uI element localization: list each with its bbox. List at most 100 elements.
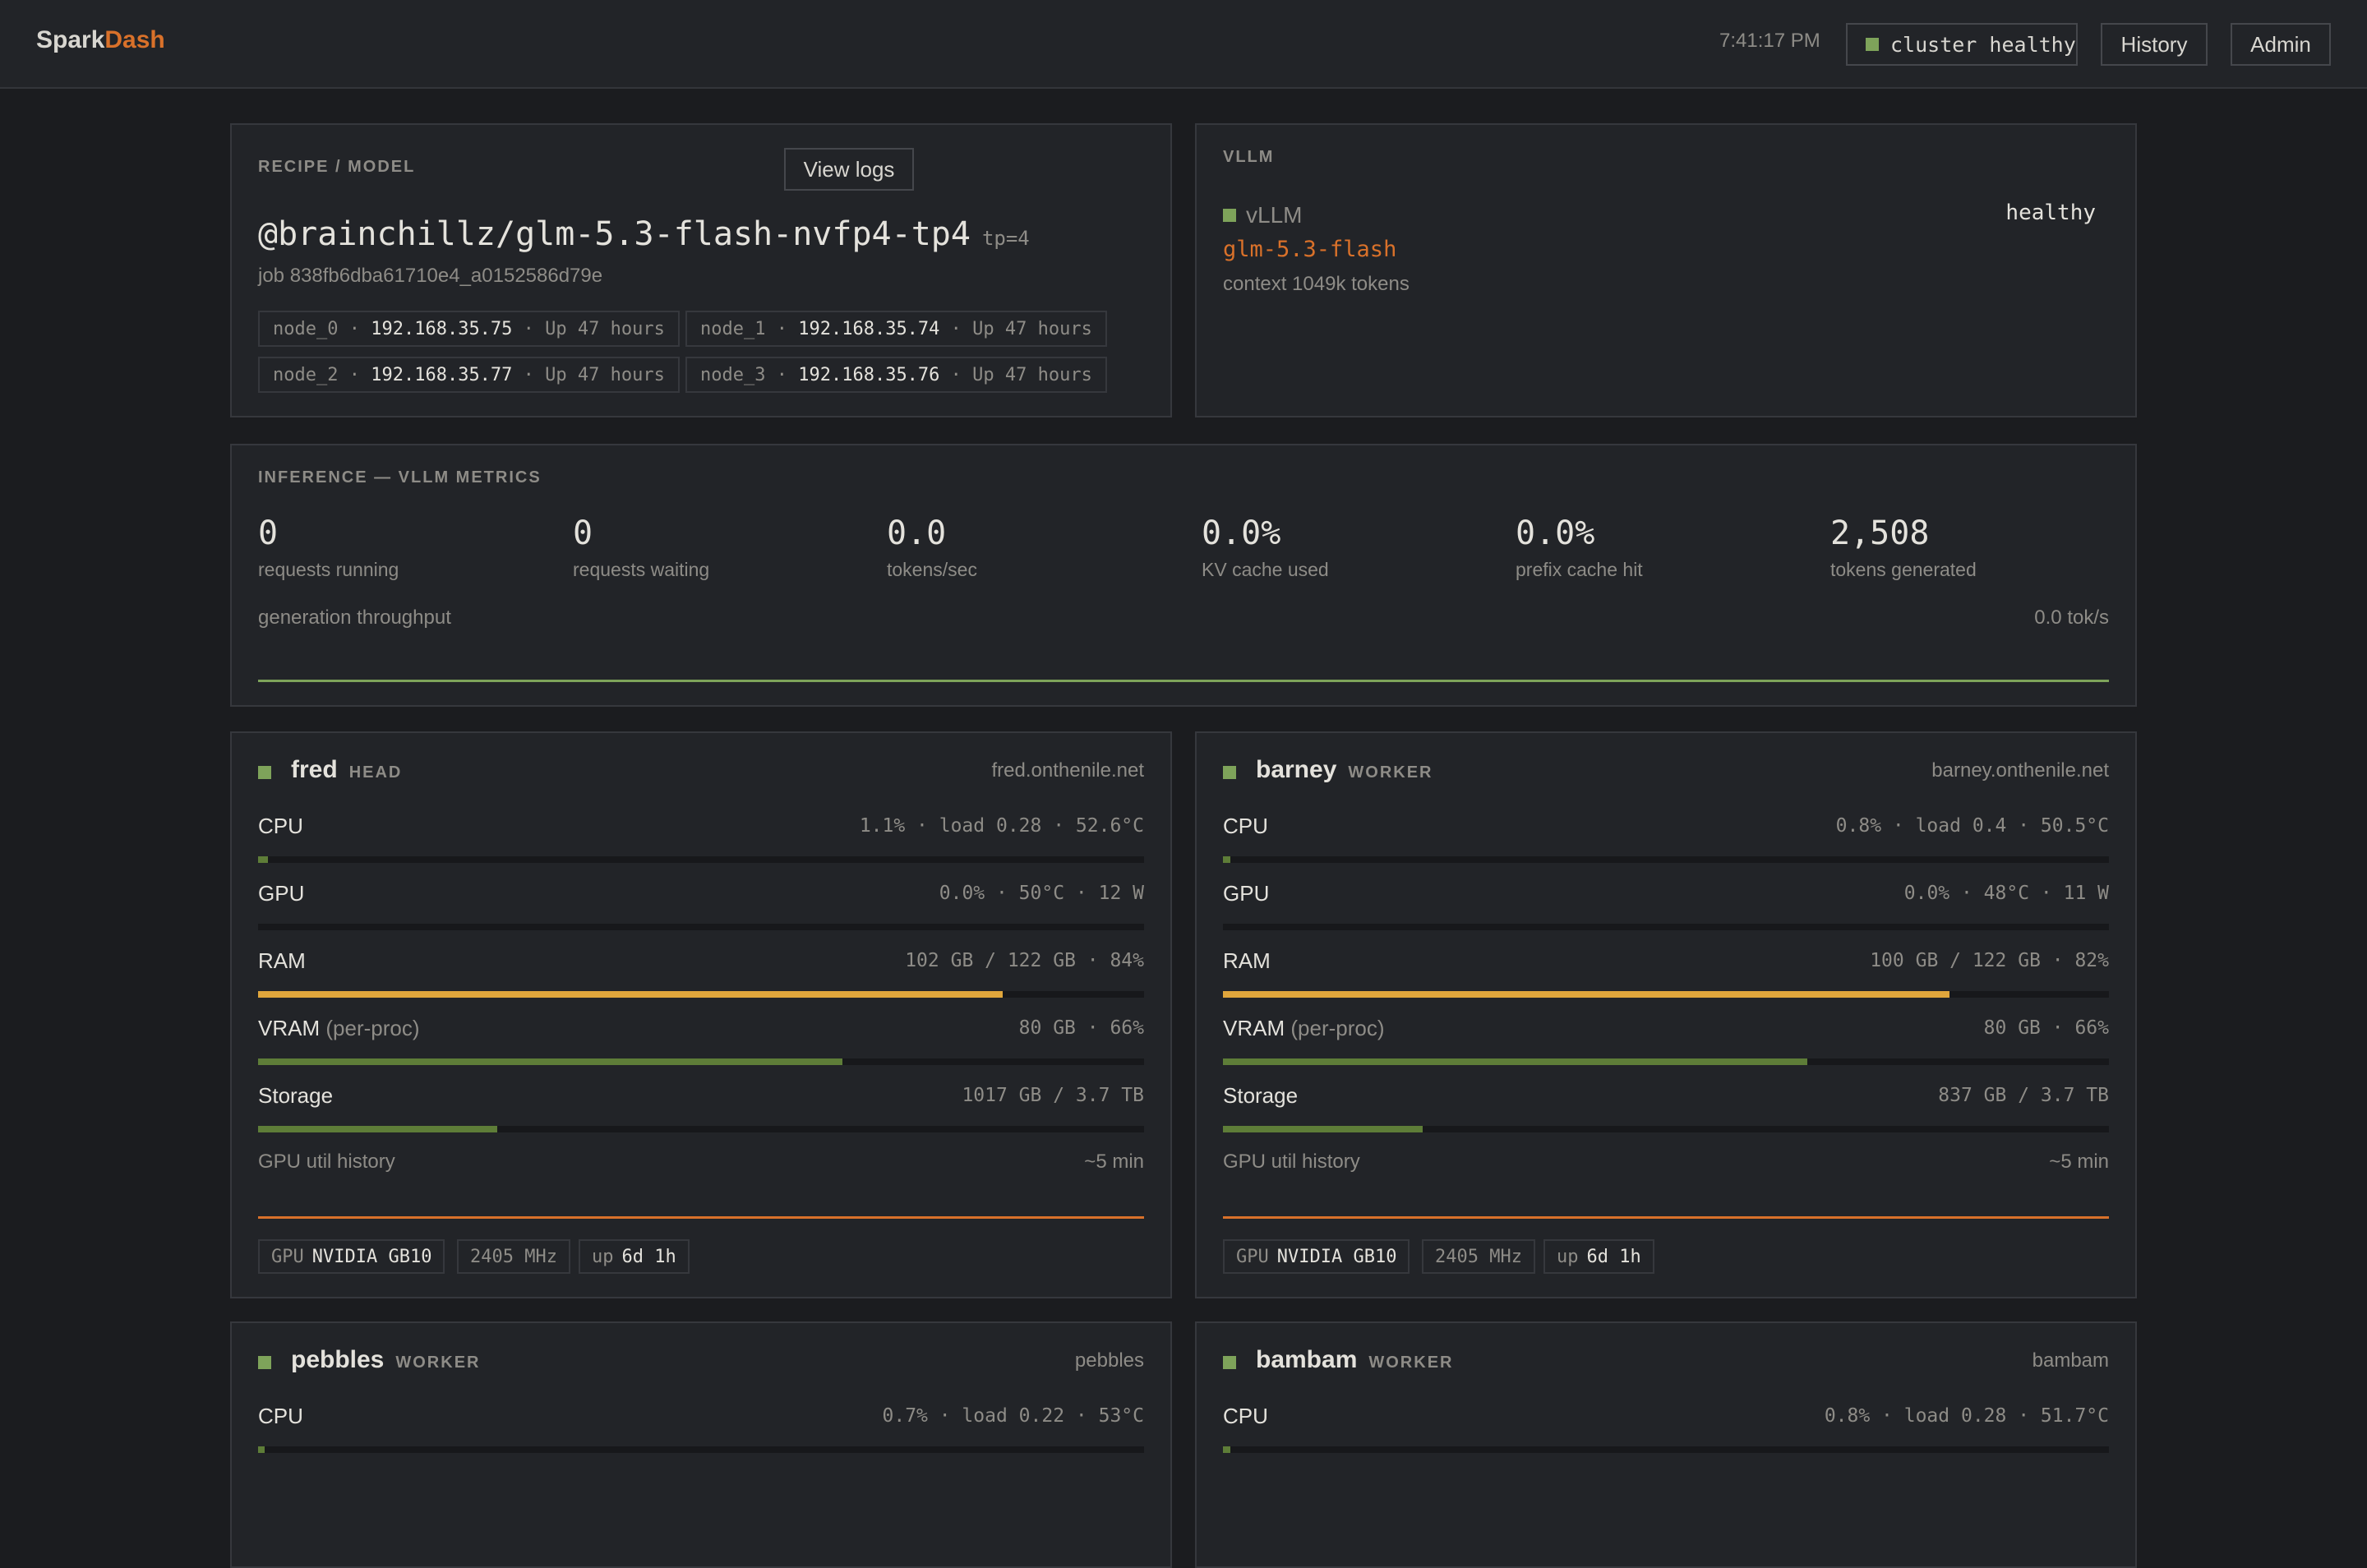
node-name: node_3 bbox=[700, 364, 766, 385]
vllm-model-name: glm-5.3-flash bbox=[1223, 237, 1397, 262]
gpu-history-label: GPU util history bbox=[258, 1151, 395, 1173]
host-role-badge: WORKER bbox=[1368, 1354, 1454, 1372]
host-address: bambam bbox=[2032, 1349, 2109, 1372]
separator: · bbox=[523, 318, 534, 339]
vram-usage-fill bbox=[1223, 1058, 1808, 1065]
host-name: barney bbox=[1256, 756, 1337, 783]
metric-label: KV cache used bbox=[1202, 559, 1329, 580]
vllm-engine-label: vLLM bbox=[1246, 202, 1303, 228]
host-name-row: bambam WORKER bbox=[1256, 1346, 1453, 1374]
host-name-row: pebbles WORKER bbox=[291, 1346, 480, 1374]
ram-usage-fill bbox=[258, 991, 1003, 998]
cpu-usage-bar bbox=[258, 1446, 1144, 1453]
storage-usage-fill bbox=[1223, 1126, 1423, 1132]
brand-text-spark: Spark bbox=[36, 26, 105, 53]
metric-label: requests waiting bbox=[573, 559, 710, 580]
cpu-usage-bar bbox=[1223, 1446, 2109, 1453]
throughput-label: generation throughput bbox=[258, 606, 451, 629]
gpu-history-sparkline bbox=[258, 1216, 1144, 1219]
storage-value: 1017 GB / 3.7 TB bbox=[962, 1085, 1144, 1106]
cpu-usage-fill bbox=[1223, 1446, 1230, 1453]
ram-label: RAM bbox=[1223, 948, 1271, 974]
gpu-label-text: GPU bbox=[1223, 881, 1270, 906]
uptime-chip-value: 6d 1h bbox=[621, 1246, 676, 1267]
node-uptime: Up 47 hours bbox=[545, 364, 665, 385]
storage-value: 837 GB / 3.7 TB bbox=[1938, 1085, 2109, 1106]
host-role-badge: WORKER bbox=[1348, 763, 1433, 782]
cpu-usage-fill bbox=[258, 856, 268, 863]
uptime-chip-prefix: up bbox=[1557, 1246, 1579, 1267]
storage-label: Storage bbox=[258, 1083, 333, 1109]
host-name: pebbles bbox=[291, 1346, 385, 1373]
gpu-clock-chip: 2405 MHz bbox=[1422, 1239, 1535, 1274]
cpu-label-text: CPU bbox=[258, 814, 303, 838]
host-card bbox=[230, 731, 1172, 1298]
inference-metrics-card bbox=[230, 444, 2137, 707]
admin-button[interactable]: Admin bbox=[2231, 23, 2331, 66]
host-role-badge: HEAD bbox=[348, 763, 403, 782]
vram-value: 80 GB · 66% bbox=[1983, 1017, 2109, 1039]
cpu-label-text: CPU bbox=[1223, 1404, 1268, 1428]
ram-value: 100 GB / 122 GB · 82% bbox=[1870, 950, 2109, 971]
storage-usage-bar bbox=[1223, 1126, 2109, 1132]
gpu-label-text: GPU bbox=[258, 881, 305, 906]
gpu-label: GPU bbox=[258, 881, 304, 906]
vram-label-sub: (per-proc) bbox=[1290, 1016, 1385, 1040]
vllm-context-size: context 1049k tokens bbox=[1223, 273, 1410, 295]
uptime-chip-prefix: up bbox=[592, 1246, 614, 1267]
history-button[interactable]: History bbox=[2101, 23, 2208, 66]
node-name: node_2 bbox=[273, 364, 339, 385]
view-logs-button[interactable]: View logs bbox=[784, 148, 914, 191]
vllm-health-status: healthy bbox=[2005, 201, 2096, 225]
gpu-chip-model: NVIDIA GB10 bbox=[311, 1246, 432, 1267]
node-name: node_1 bbox=[700, 318, 766, 339]
brand-text-dash: Dash bbox=[104, 26, 165, 53]
cpu-value: 0.7% · load 0.22 · 53°C bbox=[882, 1405, 1145, 1427]
top-bar: SparkDash 7:41:17 PM cluster healthy His… bbox=[0, 0, 2367, 89]
ram-value: 102 GB / 122 GB · 84% bbox=[905, 950, 1144, 971]
node-tag: node_1 · 192.168.35.74 · Up 47 hours bbox=[685, 311, 1107, 347]
uptime-chip-value: 6d 1h bbox=[1586, 1246, 1641, 1267]
host-name-row: fred HEAD bbox=[291, 756, 402, 784]
gpu-value: 0.0% · 50°C · 12 W bbox=[939, 883, 1144, 904]
gpu-history-window: ~5 min bbox=[2049, 1151, 2109, 1173]
throughput-sparkline bbox=[258, 680, 2109, 682]
host-role-badge: WORKER bbox=[395, 1354, 481, 1372]
vram-value: 80 GB · 66% bbox=[1018, 1017, 1144, 1039]
metric-label: requests running bbox=[258, 559, 399, 580]
metric-value: 0.0% bbox=[1516, 514, 1595, 552]
inference-section-title: INFERENCE — VLLM METRICS bbox=[258, 468, 542, 487]
node-ip: 192.168.35.77 bbox=[371, 364, 513, 385]
metric-value: 2,508 bbox=[1830, 514, 1930, 552]
host-status-dot-icon bbox=[258, 1356, 271, 1369]
gpu-usage-bar bbox=[1223, 924, 2109, 930]
metric-value: 0 bbox=[573, 514, 593, 552]
recipe-card bbox=[230, 123, 1172, 417]
gpu-history-label: GPU util history bbox=[1223, 1151, 1360, 1173]
vram-label: VRAM (per-proc) bbox=[1223, 1016, 1385, 1041]
separator: · bbox=[523, 364, 534, 385]
storage-usage-bar bbox=[258, 1126, 1144, 1132]
tensor-parallel-badge: tp=4 bbox=[981, 227, 1030, 250]
separator: · bbox=[348, 318, 360, 339]
gpu-model-chip: GPU NVIDIA GB10 bbox=[1223, 1239, 1410, 1274]
vram-usage-fill bbox=[258, 1058, 843, 1065]
metric-label: prefix cache hit bbox=[1516, 559, 1643, 580]
separator: · bbox=[776, 364, 787, 385]
cpu-usage-bar bbox=[1223, 856, 2109, 863]
gpu-model-chip: GPU NVIDIA GB10 bbox=[258, 1239, 445, 1274]
cpu-usage-fill bbox=[1223, 856, 1230, 863]
ram-label-text: RAM bbox=[258, 948, 306, 973]
gpu-value: 0.0% · 48°C · 11 W bbox=[1903, 883, 2109, 904]
storage-label-text: Storage bbox=[1223, 1083, 1299, 1108]
throughput-value: 0.0 tok/s bbox=[2034, 606, 2109, 629]
node-tag: node_3 · 192.168.35.76 · Up 47 hours bbox=[685, 357, 1107, 393]
node-tag: node_0 · 192.168.35.75 · Up 47 hours bbox=[258, 311, 680, 347]
host-card bbox=[1195, 731, 2137, 1298]
node-name: node_0 bbox=[273, 318, 339, 339]
ram-usage-bar bbox=[1223, 991, 2109, 998]
gpu-chip-model: NVIDIA GB10 bbox=[1276, 1246, 1397, 1267]
app-logo[interactable]: SparkDash bbox=[36, 26, 165, 54]
cpu-value: 0.8% · load 0.4 · 50.5°C bbox=[1835, 815, 2109, 837]
gpu-history-sparkline bbox=[1223, 1216, 2109, 1219]
